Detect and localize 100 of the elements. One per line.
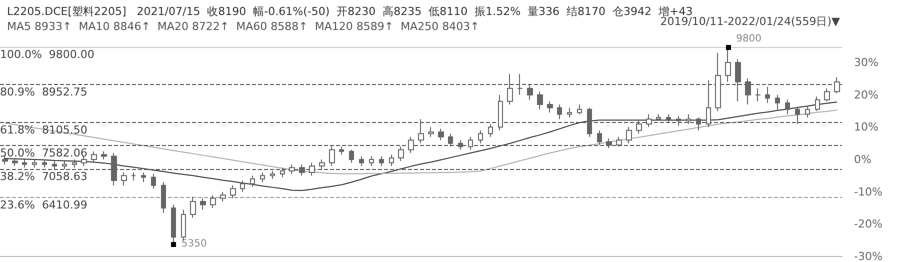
ref-line-label: 23.6% 6410.99	[0, 198, 88, 212]
candlestick	[220, 191, 226, 202]
candlestick	[299, 164, 305, 176]
candlestick	[131, 172, 136, 182]
candlestick	[240, 180, 245, 192]
candlestick	[488, 123, 493, 138]
candlestick	[646, 114, 652, 128]
candlestick	[507, 73, 513, 106]
y-tick-label: 0%	[854, 153, 872, 166]
candlestick	[111, 152, 117, 186]
candlestick	[359, 156, 364, 166]
annotation: 5350	[181, 238, 207, 250]
candlestick	[606, 138, 612, 149]
candlestick	[339, 146, 344, 156]
ref-line-label: 38.2% 7058.63	[0, 170, 88, 183]
candlestick	[52, 160, 57, 170]
ref-line-label: 80.9% 8952.75	[0, 86, 88, 99]
candlestick	[775, 94, 780, 112]
candlestick	[369, 156, 374, 166]
candlestick	[2, 156, 8, 165]
candlestick	[181, 209, 186, 241]
candlestick	[121, 172, 127, 186]
candlestick	[577, 104, 582, 115]
candlestick	[478, 130, 483, 144]
chart-title: L2205.DCE[塑料2205] 2021/07/15 收8190 幅-0.61%(-50) 开8230 高8235 低8110 振1.52% 量336 结8170 仓3942 增+43	[7, 5, 693, 18]
y-tick-label: -10%	[854, 185, 882, 198]
candlestick	[22, 159, 27, 168]
candlestick	[517, 73, 523, 96]
candlestick	[270, 170, 275, 180]
candlestick	[587, 107, 592, 138]
candlestick	[428, 126, 434, 138]
candlestick	[438, 128, 444, 141]
candlestick	[815, 96, 820, 112]
candlestick	[12, 157, 18, 166]
y-tick-label: -30%	[854, 250, 882, 262]
y-tick-label: 30%	[854, 56, 878, 70]
candlestick	[32, 159, 37, 168]
candlestick	[309, 162, 315, 176]
candlestick	[329, 144, 335, 166]
candlestick	[805, 106, 810, 118]
candlestick	[408, 136, 414, 154]
candlestick	[715, 52, 721, 112]
candlestick	[785, 99, 790, 115]
candlestick	[547, 100, 553, 114]
candlestick	[666, 114, 671, 123]
candlestick	[72, 159, 77, 168]
candlestick	[636, 120, 642, 134]
text: 2019/10/11-2022/01/24(559日)▼	[660, 15, 841, 28]
candlestick	[448, 133, 453, 148]
candlestick	[824, 88, 830, 102]
ref-line-label: 50.0% 7582.06	[0, 146, 88, 160]
candlestick	[498, 94, 503, 131]
candlestick	[745, 78, 751, 106]
chart-subtitle: MA5 8933↑ MA10 8846↑ MA20 8722↑ MA60 8588↑ MA120 8589↑ MA250 8403↑	[7, 20, 480, 33]
candlestick	[834, 76, 840, 94]
candlestick	[567, 107, 572, 118]
candlestick	[151, 174, 156, 190]
candlestick	[557, 104, 562, 120]
y-tick-label: 10%	[854, 120, 878, 134]
candlestick	[42, 159, 47, 168]
candlestick	[537, 91, 543, 110]
candlestick	[765, 86, 770, 104]
ref-line-label: 61.8% 8105.50	[0, 123, 88, 136]
candlestick	[458, 140, 463, 150]
candlestick	[91, 150, 97, 164]
candlestick	[597, 130, 602, 146]
candlestick	[527, 84, 533, 100]
candlestick	[795, 107, 800, 124]
candlestick	[230, 184, 236, 199]
candlestick	[62, 160, 67, 170]
candlestick	[250, 175, 255, 188]
candlestick	[696, 116, 701, 131]
candlestick	[616, 136, 622, 148]
candlestick	[706, 80, 711, 128]
candlestick	[626, 126, 632, 144]
candlestick	[468, 136, 473, 150]
text: 9800	[736, 34, 762, 44]
candlestick	[676, 115, 681, 126]
candlestick	[289, 164, 295, 175]
candlestick	[379, 156, 384, 166]
candlestick	[755, 88, 761, 102]
candlestick	[319, 159, 325, 170]
candlestick	[81, 156, 87, 166]
candlestick	[101, 150, 107, 160]
candlestick	[735, 58, 741, 102]
candlestick	[210, 194, 216, 209]
candlestick	[141, 172, 146, 183]
candlestick	[190, 196, 196, 218]
candlestick	[260, 172, 265, 183]
candlestick	[398, 146, 404, 162]
candlestick	[161, 182, 166, 214]
candlestick	[686, 114, 691, 124]
candlestick	[280, 167, 285, 178]
candlestick	[200, 198, 206, 210]
ref-line-label: 100.0% 9800.00	[0, 48, 94, 61]
candlestick	[418, 118, 424, 144]
candlestick	[389, 154, 394, 166]
candlestick	[656, 114, 661, 122]
y-tick-label: -20%	[854, 218, 882, 231]
y-tick-label: 20%	[854, 88, 878, 102]
